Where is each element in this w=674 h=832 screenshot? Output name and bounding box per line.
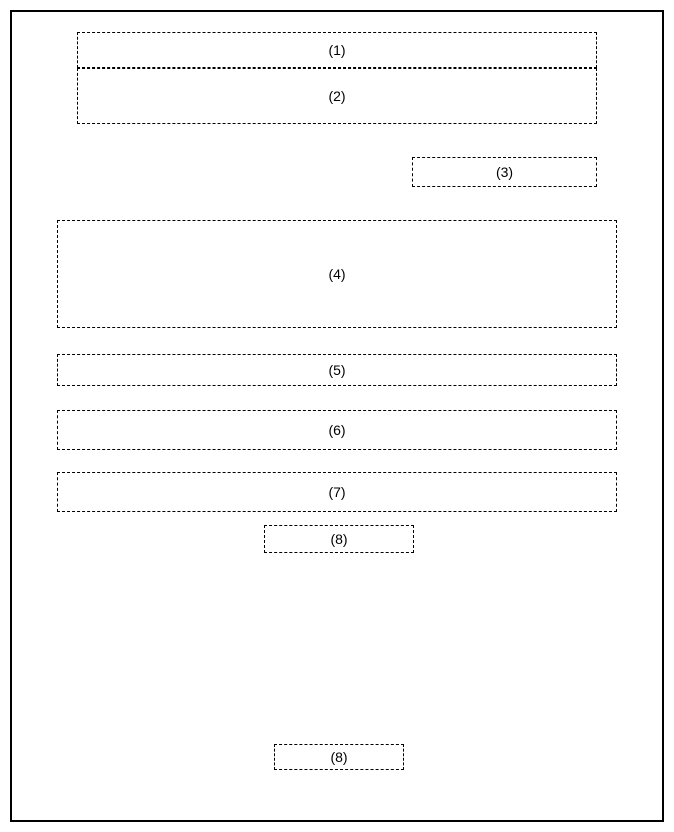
box-label: (5)	[328, 362, 345, 378]
layout-box-box-5: (5)	[57, 354, 617, 386]
box-label: (4)	[328, 266, 345, 282]
layout-box-box-6: (6)	[57, 410, 617, 450]
box-label: (2)	[328, 88, 345, 104]
layout-box-box-8b: (8)	[274, 744, 404, 770]
box-label: (3)	[496, 164, 513, 180]
box-label: (7)	[328, 484, 345, 500]
layout-box-box-8a: (8)	[264, 525, 414, 553]
box-label: (8)	[330, 749, 347, 765]
layout-box-box-7: (7)	[57, 472, 617, 512]
layout-box-box-4: (4)	[57, 220, 617, 328]
layout-box-box-1: (1)	[77, 32, 597, 68]
box-label: (6)	[328, 422, 345, 438]
box-label: (1)	[328, 42, 345, 58]
layout-box-box-2: (2)	[77, 68, 597, 124]
layout-box-box-3: (3)	[412, 157, 597, 187]
box-label: (8)	[330, 531, 347, 547]
diagram-frame: (1) (2) (3) (4) (5) (6) (7) (8) (8)	[10, 10, 664, 822]
